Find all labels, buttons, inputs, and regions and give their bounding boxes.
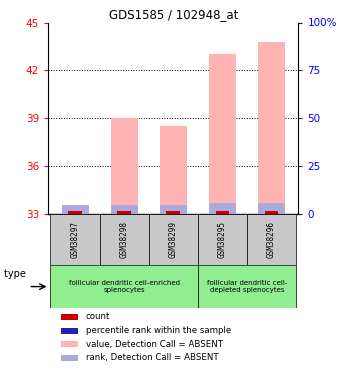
Bar (258, 42, 285, 214)
Text: count: count (86, 312, 110, 321)
Text: GSM38297: GSM38297 (71, 221, 80, 258)
Bar (149, 214, 198, 265)
Bar (117, 211, 131, 214)
Bar (198, 265, 296, 308)
Bar (110, 206, 138, 214)
Text: GSM38295: GSM38295 (218, 221, 227, 258)
Title: GDS1585 / 102948_at: GDS1585 / 102948_at (108, 8, 238, 21)
Bar (99, 214, 149, 265)
Text: GSM38298: GSM38298 (120, 221, 129, 258)
Text: value, Detection Call = ABSENT: value, Detection Call = ABSENT (86, 340, 223, 349)
Bar (215, 211, 229, 214)
Bar (61, 206, 88, 214)
Text: GSM38299: GSM38299 (169, 221, 178, 258)
Text: follicular dendritic cell-enriched
splenocytes: follicular dendritic cell-enriched splen… (69, 280, 180, 293)
Text: cell type: cell type (0, 269, 26, 279)
Bar (160, 126, 187, 214)
Text: rank, Detection Call = ABSENT: rank, Detection Call = ABSENT (86, 354, 218, 363)
Bar (209, 203, 236, 214)
Text: GSM38296: GSM38296 (267, 221, 276, 258)
Bar (110, 118, 138, 214)
Bar (209, 54, 236, 214)
Bar (61, 355, 78, 361)
Bar (61, 209, 88, 214)
Text: percentile rank within the sample: percentile rank within the sample (86, 326, 231, 335)
Text: follicular dendritic cell-
depleted splenocytes: follicular dendritic cell- depleted sple… (207, 280, 287, 293)
Bar (247, 214, 296, 265)
Bar (61, 341, 78, 347)
Bar (198, 214, 247, 265)
Bar (61, 314, 78, 320)
Bar (258, 203, 285, 214)
Bar (160, 206, 187, 214)
Bar (265, 211, 278, 214)
Bar (50, 265, 198, 308)
Bar (68, 211, 82, 214)
Bar (50, 214, 99, 265)
Bar (61, 327, 78, 333)
Bar (166, 211, 180, 214)
